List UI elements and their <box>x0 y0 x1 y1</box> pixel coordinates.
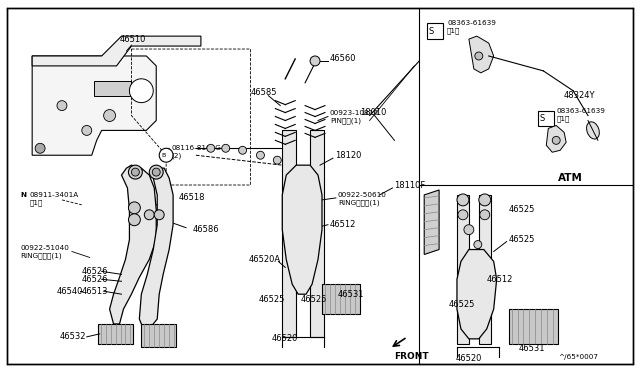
Polygon shape <box>457 250 497 339</box>
Polygon shape <box>424 190 439 254</box>
Circle shape <box>458 210 468 220</box>
Circle shape <box>257 151 264 159</box>
Text: 46520: 46520 <box>456 354 482 363</box>
Polygon shape <box>509 309 558 344</box>
Polygon shape <box>109 165 156 324</box>
Polygon shape <box>469 36 493 73</box>
Text: 46512: 46512 <box>487 275 513 284</box>
Text: 46518: 46518 <box>179 193 205 202</box>
Bar <box>457 195 469 344</box>
Text: 46526: 46526 <box>82 275 108 284</box>
Circle shape <box>273 156 282 164</box>
Text: 00922-50610: 00922-50610 <box>338 192 387 198</box>
Circle shape <box>57 101 67 110</box>
Text: 46512: 46512 <box>330 220 356 229</box>
Bar <box>538 110 554 126</box>
Text: 18120: 18120 <box>335 151 361 160</box>
Text: RINGリング(1): RINGリング(1) <box>338 199 380 206</box>
Text: 46540: 46540 <box>57 287 83 296</box>
Text: 46531: 46531 <box>338 290 364 299</box>
Polygon shape <box>32 56 156 155</box>
Text: 08363-61639: 08363-61639 <box>447 20 496 26</box>
Text: 08363-61639: 08363-61639 <box>556 108 605 113</box>
Circle shape <box>104 110 116 122</box>
Polygon shape <box>282 165 322 294</box>
Circle shape <box>133 83 149 99</box>
Text: 46513: 46513 <box>82 287 108 296</box>
Text: 46531: 46531 <box>518 344 545 353</box>
Circle shape <box>149 165 163 179</box>
Circle shape <box>552 137 560 144</box>
Text: S: S <box>428 27 433 36</box>
Circle shape <box>129 79 153 103</box>
Text: 48324Y: 48324Y <box>563 91 595 100</box>
Bar <box>93 81 131 96</box>
Circle shape <box>152 168 160 176</box>
Polygon shape <box>98 324 133 344</box>
Circle shape <box>129 202 140 214</box>
Text: RINGリング(1): RINGリング(1) <box>20 252 62 259</box>
Circle shape <box>457 194 469 206</box>
Circle shape <box>207 144 215 152</box>
Circle shape <box>35 143 45 153</box>
Bar <box>310 131 324 337</box>
Text: 46532: 46532 <box>60 332 86 341</box>
Text: 46520A: 46520A <box>248 255 281 264</box>
Circle shape <box>479 194 491 206</box>
Circle shape <box>475 52 483 60</box>
Text: 46510: 46510 <box>120 35 146 44</box>
Circle shape <box>221 144 230 152</box>
Text: (2): (2) <box>171 153 181 160</box>
Text: 00923-10810: 00923-10810 <box>330 109 379 116</box>
Text: 46525: 46525 <box>259 295 285 304</box>
Polygon shape <box>32 36 201 66</box>
Text: B: B <box>161 153 165 158</box>
Text: 〈1〉: 〈1〉 <box>447 28 460 35</box>
Text: FRONT: FRONT <box>394 352 429 361</box>
Text: 〈1〉: 〈1〉 <box>556 115 570 122</box>
Circle shape <box>464 225 474 235</box>
Circle shape <box>129 165 142 179</box>
Polygon shape <box>141 324 176 347</box>
Text: 46586: 46586 <box>193 225 220 234</box>
Text: 00922-51040: 00922-51040 <box>20 244 69 250</box>
Text: N: N <box>20 192 26 198</box>
Circle shape <box>159 148 173 162</box>
Polygon shape <box>547 125 566 152</box>
Ellipse shape <box>64 78 96 100</box>
Text: S: S <box>540 114 545 123</box>
Text: 08911-3401A: 08911-3401A <box>29 192 79 198</box>
Text: 46525: 46525 <box>300 295 326 304</box>
Text: 46525: 46525 <box>449 299 476 309</box>
Circle shape <box>154 210 164 220</box>
Text: 46525: 46525 <box>509 205 535 214</box>
Text: 46585: 46585 <box>250 88 277 97</box>
Polygon shape <box>140 168 173 329</box>
Text: 18110F: 18110F <box>394 180 426 189</box>
Text: 〈1〉: 〈1〉 <box>29 199 43 206</box>
Bar <box>282 131 296 337</box>
Text: 46520: 46520 <box>272 334 298 343</box>
Polygon shape <box>322 284 360 314</box>
Text: ATM: ATM <box>558 173 583 183</box>
Text: 46526: 46526 <box>82 267 108 276</box>
Circle shape <box>480 210 490 220</box>
Text: PINビン(1): PINビン(1) <box>330 117 361 124</box>
Text: 18010: 18010 <box>360 108 386 117</box>
Ellipse shape <box>587 122 599 139</box>
Bar <box>479 195 491 344</box>
Bar <box>427 23 443 39</box>
Circle shape <box>239 146 246 154</box>
Circle shape <box>129 214 140 226</box>
Circle shape <box>474 241 482 248</box>
Text: 46525: 46525 <box>509 235 535 244</box>
Circle shape <box>131 168 140 176</box>
Circle shape <box>82 125 92 135</box>
Text: ^/65*0007: ^/65*0007 <box>558 354 598 360</box>
Circle shape <box>310 56 320 66</box>
Circle shape <box>145 210 154 220</box>
Text: 46560: 46560 <box>330 54 356 64</box>
Text: 08116-8161G: 08116-8161G <box>171 145 221 151</box>
